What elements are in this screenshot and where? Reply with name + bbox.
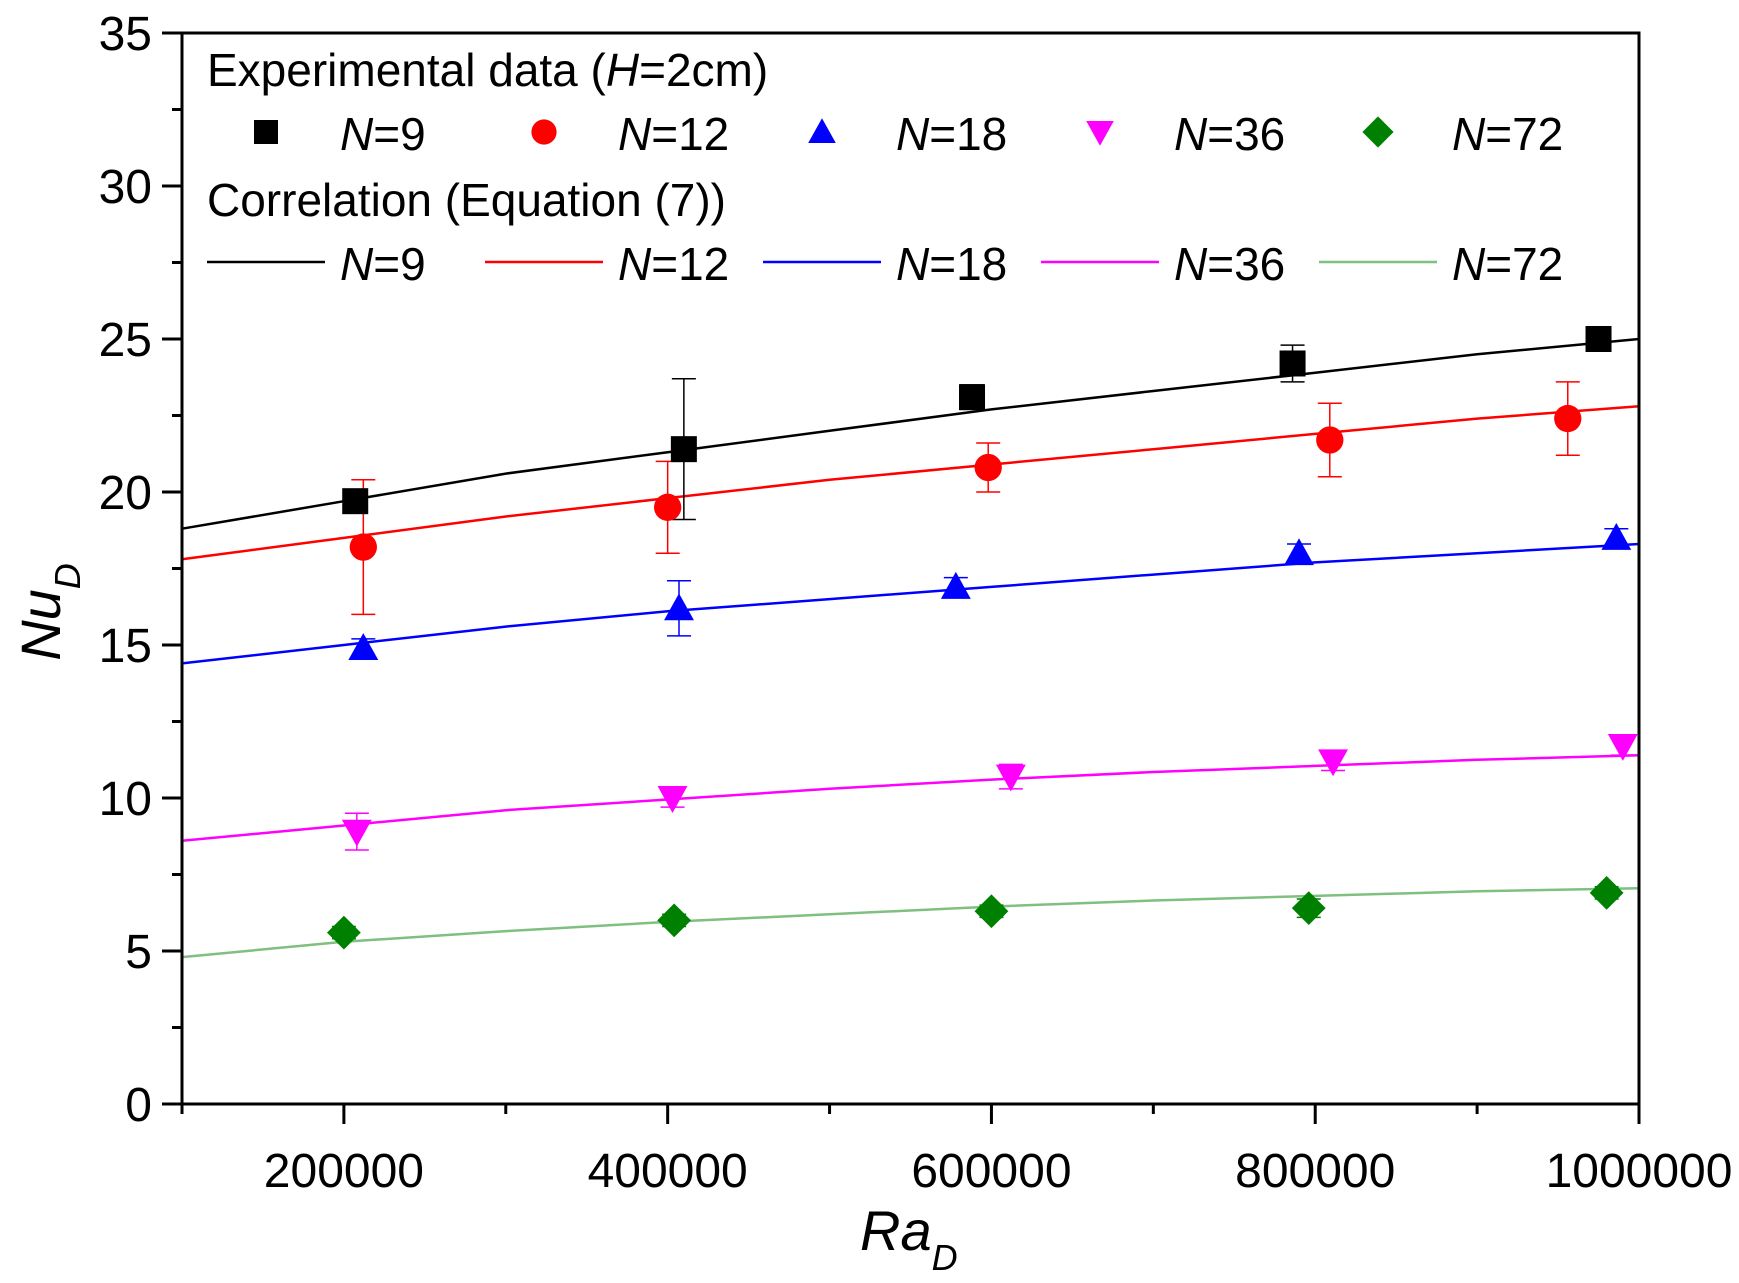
- axis-ticks: 0 5 10 15 20 25 30 35 200000 400000 600000 800000 10…: [99, 8, 1733, 1198]
- data-point: [348, 633, 379, 661]
- data-point: [1554, 404, 1582, 433]
- data-point: [654, 493, 682, 521]
- legend-label-val: =12: [651, 108, 729, 160]
- data-markers: [326, 326, 1638, 950]
- legend-marker: [1362, 116, 1394, 148]
- data-point: [1284, 538, 1314, 566]
- x-tick-label: 400000: [588, 1145, 748, 1198]
- legend-marker: [254, 120, 278, 144]
- data-point: [974, 894, 1009, 929]
- data-point: [974, 453, 1002, 482]
- legend-label: N=12: [618, 108, 729, 160]
- x-axis-title: RaD: [860, 1199, 958, 1278]
- y-tick-label: 20: [99, 467, 152, 520]
- legend-entries: N=9N=9N=12N=12N=18N=18N=36N=36N=72N=72: [207, 108, 1563, 290]
- x-tick-label: 1000000: [1546, 1145, 1733, 1198]
- legend-label: N=9: [340, 108, 426, 160]
- correlation-line: [181, 887, 1640, 959]
- y-tick-label: 15: [99, 620, 152, 673]
- y-tick-label: 25: [99, 314, 152, 367]
- y-tick-label: 10: [99, 773, 152, 826]
- x-tick-label: 200000: [264, 1145, 424, 1198]
- x-tick-label: 600000: [911, 1145, 1071, 1198]
- legend-correlation-title: Correlation (Equation (7)): [207, 174, 726, 226]
- y-tick-label: 30: [99, 161, 152, 214]
- legend-label-var: N: [1452, 238, 1486, 290]
- legend-label: N=72: [1452, 238, 1563, 290]
- data-point: [940, 571, 971, 599]
- legend-label-val: =72: [1485, 238, 1563, 290]
- legend-label-var: N: [896, 238, 930, 290]
- legend-label-var: N: [896, 108, 930, 160]
- legend-label-var: N: [1452, 108, 1486, 160]
- data-point: [342, 488, 369, 515]
- legend-label-var: N: [618, 108, 652, 160]
- data-point: [1316, 426, 1344, 454]
- legend: Experimental data (H=2cm) Correlation (E…: [207, 44, 1563, 290]
- legend-label-val: =72: [1485, 108, 1563, 160]
- error-bars: [331, 332, 1635, 940]
- legend-label-val: =36: [1207, 108, 1285, 160]
- legend-label: N=36: [1174, 108, 1285, 160]
- legend-label-var: N: [1174, 238, 1208, 290]
- data-point: [1585, 326, 1612, 352]
- legend-marker: [808, 118, 836, 144]
- data-point: [1291, 891, 1326, 926]
- y-axis-title: NuD: [9, 563, 88, 661]
- data-point: [1601, 522, 1632, 550]
- legend-label-var: N: [340, 108, 374, 160]
- legend-label: N=9: [340, 238, 426, 290]
- y-tick-label: 0: [125, 1079, 152, 1132]
- data-point: [341, 819, 372, 847]
- legend-label: N=18: [896, 238, 1007, 290]
- legend-label-val: =9: [373, 108, 425, 160]
- legend-label-val: =18: [929, 238, 1007, 290]
- x-tick-label: 800000: [1235, 1145, 1395, 1198]
- y-tick-label: 35: [99, 8, 152, 61]
- correlation-lines: [181, 337, 1640, 959]
- legend-label: N=18: [896, 108, 1007, 160]
- legend-label-var: N: [618, 238, 652, 290]
- data-point: [1318, 749, 1348, 777]
- legend-label-val: =12: [651, 238, 729, 290]
- legend-label-val: =36: [1207, 238, 1285, 290]
- legend-label: N=72: [1452, 108, 1563, 160]
- legend-label: N=36: [1174, 238, 1285, 290]
- data-point: [326, 915, 361, 950]
- legend-label-val: =18: [929, 108, 1007, 160]
- correlation-line: [181, 405, 1640, 561]
- legend-marker: [531, 119, 557, 145]
- data-point: [1607, 734, 1638, 761]
- data-point: [995, 764, 1026, 792]
- correlation-line: [181, 337, 1640, 530]
- legend-experimental-title: Experimental data (H=2cm): [207, 44, 768, 96]
- y-tick-label: 5: [125, 926, 152, 979]
- legend-marker: [1086, 120, 1114, 146]
- data-point: [664, 593, 694, 621]
- legend-label-var: N: [340, 238, 374, 290]
- legend-label-val: =9: [373, 238, 425, 290]
- legend-label-var: N: [1174, 108, 1208, 160]
- data-point: [670, 436, 697, 463]
- data-point: [349, 533, 377, 561]
- correlation-line: [181, 753, 1640, 843]
- data-point: [1279, 350, 1306, 377]
- data-point: [1589, 875, 1624, 910]
- data-point: [657, 786, 688, 813]
- data-point: [657, 903, 692, 938]
- data-point: [959, 384, 986, 411]
- correlation-line: [181, 542, 1640, 665]
- legend-label: N=12: [618, 238, 729, 290]
